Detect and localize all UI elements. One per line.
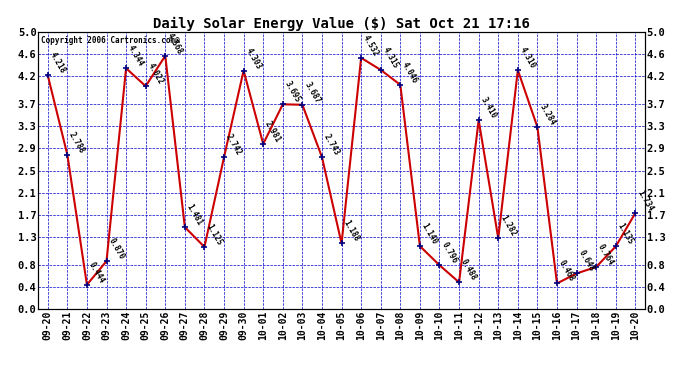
Text: 1.135: 1.135 — [615, 222, 635, 246]
Title: Daily Solar Energy Value ($) Sat Oct 21 17:16: Daily Solar Energy Value ($) Sat Oct 21 … — [153, 16, 530, 31]
Text: 1.188: 1.188 — [342, 219, 361, 243]
Text: 0.764: 0.764 — [596, 243, 615, 267]
Text: 1.734: 1.734 — [635, 189, 655, 213]
Text: 3.687: 3.687 — [302, 80, 322, 105]
Text: 0.444: 0.444 — [87, 260, 106, 285]
Text: Copyright 2006 Cartronics.com®: Copyright 2006 Cartronics.com® — [41, 36, 179, 45]
Text: 0.796: 0.796 — [440, 241, 459, 265]
Text: 4.532: 4.532 — [361, 33, 380, 58]
Text: 3.695: 3.695 — [283, 80, 302, 104]
Text: 4.344: 4.344 — [126, 44, 146, 68]
Text: 0.648: 0.648 — [577, 249, 596, 273]
Text: 2.981: 2.981 — [263, 119, 283, 144]
Text: 0.468: 0.468 — [557, 259, 576, 284]
Text: 1.481: 1.481 — [185, 202, 204, 227]
Text: 2.742: 2.742 — [224, 133, 244, 157]
Text: 0.870: 0.870 — [106, 237, 126, 261]
Text: 4.303: 4.303 — [244, 46, 263, 70]
Text: 1.125: 1.125 — [204, 222, 224, 247]
Text: 3.410: 3.410 — [479, 96, 498, 120]
Text: 1.282: 1.282 — [498, 214, 518, 238]
Text: 4.315: 4.315 — [381, 45, 400, 70]
Text: 0.488: 0.488 — [459, 258, 478, 282]
Text: 4.218: 4.218 — [48, 51, 67, 75]
Text: 4.568: 4.568 — [166, 32, 185, 56]
Text: 2.743: 2.743 — [322, 133, 342, 157]
Text: 4.022: 4.022 — [146, 62, 165, 86]
Text: 3.284: 3.284 — [538, 103, 557, 127]
Text: 1.140: 1.140 — [420, 222, 440, 246]
Text: 4.046: 4.046 — [400, 60, 420, 85]
Text: 4.310: 4.310 — [518, 46, 538, 70]
Text: 2.788: 2.788 — [68, 130, 87, 154]
